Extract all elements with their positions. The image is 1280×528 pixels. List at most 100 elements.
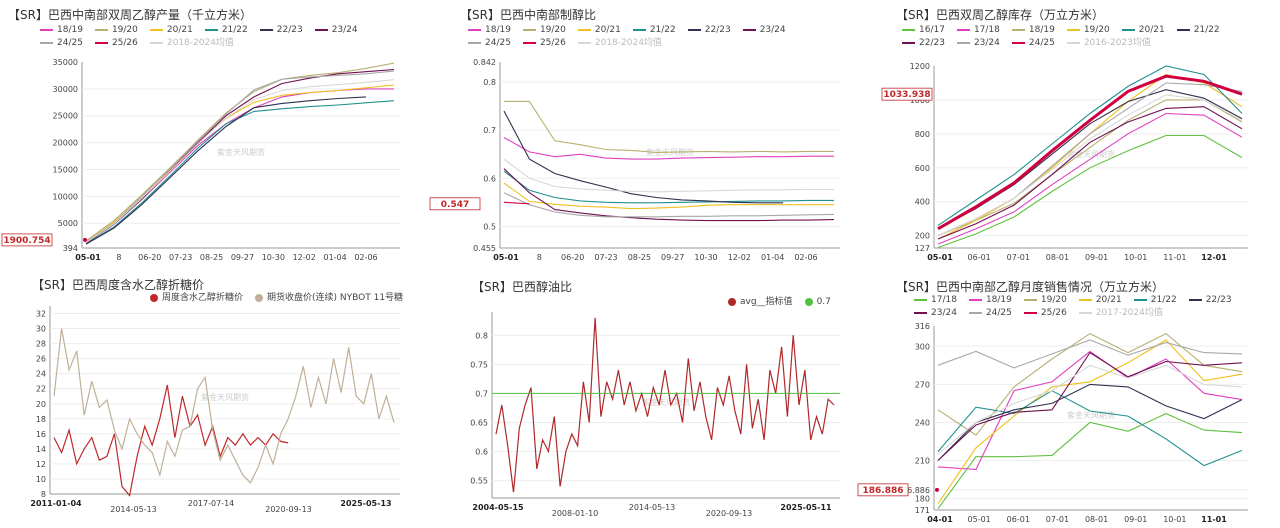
series-line-22-23 [937,106,1243,240]
legend-item[interactable]: 22/23 [259,24,303,37]
legend-label: 2017-2024均值 [1095,308,1163,318]
x-tick-label: 10-01 [1163,515,1186,524]
highlight-badge-box [881,87,933,101]
legend-item[interactable]: 22/23 [1188,294,1232,307]
x-tick-label: 01-04 [323,253,346,262]
legend-item[interactable]: 23/24 [742,24,786,37]
legend-item[interactable]: 18/19 [968,294,1012,307]
legend-item[interactable]: 周度含水乙醇折糖价 [150,292,243,305]
legend-item[interactable]: 20/21 [149,24,193,37]
chart-title: 【SR】巴西中南部双周乙醇产量（千立方米） [8,8,252,22]
series-line-24-25 [503,192,835,218]
legend-swatch [149,28,163,31]
y-tick-label: 10000 [53,192,78,201]
legend-swatch [1176,28,1190,31]
legend-item[interactable]: 22/23 [687,24,731,37]
legend-label: 17/18 [973,25,1000,35]
legend-item[interactable]: avg__指标值 [728,296,793,309]
legend-label: 22/23 [919,38,945,48]
legend-item[interactable]: 20/21 [1121,24,1165,37]
legend-item[interactable]: 21/22 [632,24,676,37]
legend-item[interactable]: 23/24 [956,37,1000,50]
x-tick-label: 12-02 [293,253,316,262]
legend-item[interactable]: 23/24 [314,24,358,37]
x-tick-label: 2014-05-13 [110,505,157,514]
x-tick-label: 11-01 [1163,253,1186,262]
legend-item[interactable]: 24/25 [468,37,511,50]
y-tick-label: 600 [915,164,930,173]
legend-label: 24/25 [57,38,83,48]
legend-item[interactable]: 2018-2024均值 [149,37,234,50]
series-line-23-24 [937,351,1243,461]
legend-item[interactable]: 25/26 [94,37,138,50]
x-tick-label: 06-20 [561,253,584,262]
x-tick-label: 8 [537,253,542,262]
chart-title: 【SR】巴西醇油比 [472,280,572,294]
legend-item[interactable]: 19/20 [522,24,566,37]
x-tick-label: 2025-05-13 [340,499,391,508]
legend-item[interactable]: 21/22 [1176,24,1220,37]
legend-item[interactable]: 19/20 [1066,24,1110,37]
legend-item[interactable]: 24/25 [968,307,1012,320]
x-tick-label: 2020-09-13 [265,505,312,514]
legend-label: 19/20 [1040,295,1067,305]
y-tick-label: 15000 [53,165,78,174]
legend-item[interactable]: 19/20 [94,24,138,37]
legend-item[interactable]: 19/20 [1023,294,1067,307]
legend-item[interactable]: 24/25 [1011,37,1055,50]
x-tick-label: 12-02 [728,253,751,262]
legend-label: 17/18 [931,295,957,305]
y-tick-label: 270 [915,380,930,389]
x-tick-label: 06-01 [968,253,991,262]
series-line-21-22 [937,390,1243,467]
legend-item[interactable]: 24/25 [40,37,83,50]
legend-swatch [956,28,970,31]
legend-item[interactable]: 2017-2024均值 [1078,307,1163,320]
legend-item[interactable]: 23/24 [914,307,957,320]
x-tick-label: 05-01 [927,253,953,262]
y-tick-label: 0.7 [475,389,488,398]
x-tick-label: 05-01 [493,253,519,262]
legend-label: 2016-2023均值 [1083,38,1151,48]
legend-swatch [1078,298,1092,301]
legend-item[interactable]: 22/23 [902,37,945,50]
legend-item[interactable]: 17/18 [956,24,1000,37]
legend-item[interactable]: 21/22 [204,24,248,37]
legend-item[interactable]: 2018-2024均值 [577,37,662,50]
y-tick-label: 0.75 [470,360,488,369]
legend-item[interactable]: 0.7 [804,296,831,309]
panel-ethanol-ratio: 【SR】巴西中南部制醇比 18/19 19/20 20/21 21/22 22/23 23… [428,4,848,262]
x-tick-label: 11-01 [1201,515,1227,524]
legend-item[interactable]: 20/21 [577,24,621,37]
legend-item[interactable]: 2016-2023均值 [1066,37,1151,50]
legend-label: 24/25 [1028,38,1055,48]
legend: 18/19 19/20 20/21 21/22 22/23 23/24 24/25 25/26… [40,24,410,50]
legend-swatch [149,41,163,44]
legend-item[interactable]: 期货收盘价(连续) NYBOT 11号糖 [255,292,403,305]
legend-item[interactable]: 25/26 [522,37,566,50]
y-tick-label: 30000 [53,85,78,94]
legend-label: 21/22 [1150,295,1177,305]
y-tick-label: 180 [915,495,930,504]
legend-item[interactable]: 18/19 [1011,24,1055,37]
chart-title: 【SR】巴西双周乙醇库存（万立方米） [896,8,1104,22]
y-tick-label: 0.5 [483,222,496,231]
series-line-17-18 [937,412,1243,510]
y-tick-label: 20 [36,400,46,409]
y-tick-label: 5000 [58,219,78,228]
legend-item[interactable]: 20/21 [1078,294,1122,307]
legend-swatch [1188,298,1202,301]
series-line-24-25 [85,70,395,243]
legend-item[interactable]: 16/17 [902,24,945,37]
legend-label: 21/22 [221,25,248,35]
legend-label: 16/17 [919,25,945,35]
legend-item[interactable]: 21/22 [1133,294,1177,307]
series-line-2017-2024- [937,364,1243,455]
legend-swatch [468,28,481,31]
legend-item[interactable]: 18/19 [40,24,83,37]
series-line-24-25 [937,339,1243,369]
highlight-value: 0.547 [441,200,469,210]
legend-item[interactable]: 17/18 [914,294,957,307]
legend-item[interactable]: 18/19 [468,24,511,37]
legend-item[interactable]: 25/26 [1023,307,1067,320]
